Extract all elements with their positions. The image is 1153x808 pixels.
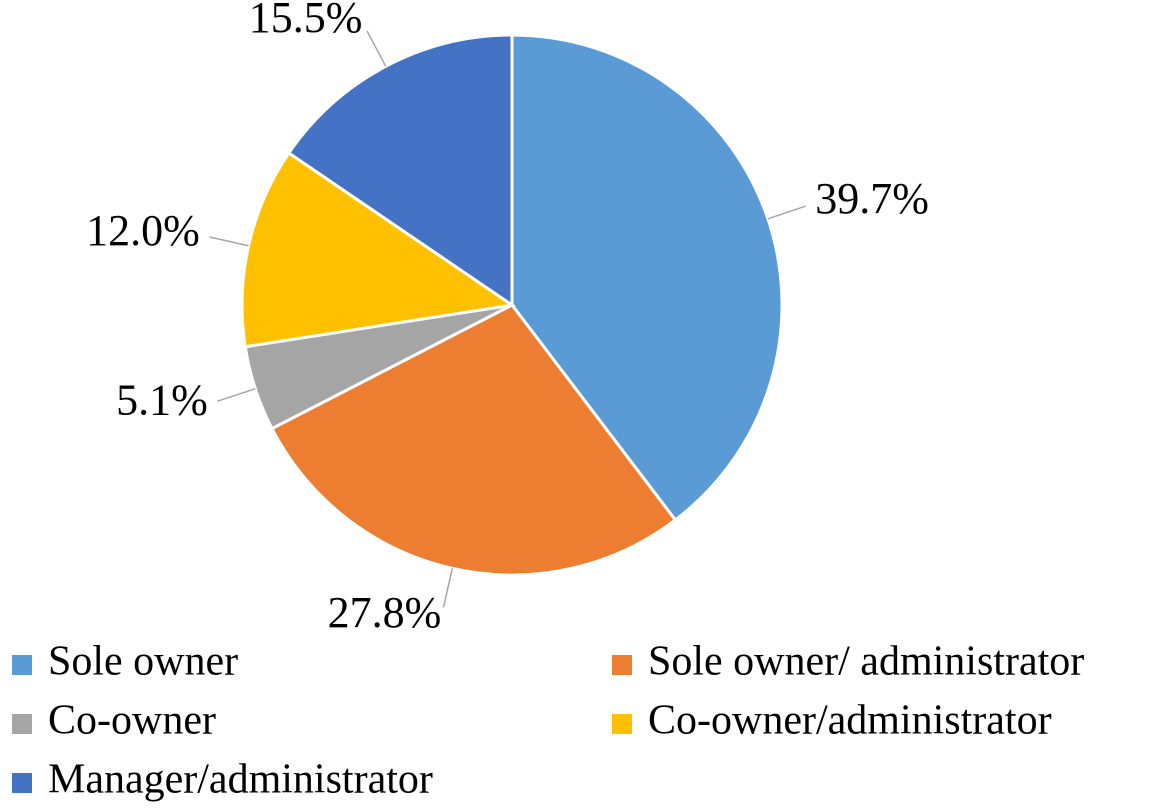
pie-slice: [240, 150, 516, 349]
legend-swatch: [12, 773, 32, 793]
legend-swatch: [12, 655, 32, 675]
legend-label: Co-owner/administrator: [648, 698, 1052, 744]
legend-label: Manager/administrator: [48, 757, 433, 803]
data-label: 5.1%: [116, 375, 208, 424]
leader-line: [442, 568, 454, 608]
legend-swatch: [612, 714, 632, 734]
data-label: 12.0%: [86, 206, 200, 255]
pie-slice: [269, 303, 678, 577]
legend-swatch: [12, 714, 32, 734]
data-label: 15.5%: [249, 0, 363, 42]
leader-line: [217, 388, 256, 402]
legend-swatch: [612, 655, 632, 675]
legend-label: Co-owner: [48, 698, 216, 744]
leader-line: [209, 236, 249, 247]
leader-line: [366, 30, 387, 67]
legend-label: Sole owner: [48, 639, 238, 685]
legend-label: Sole owner/ administrator: [648, 639, 1084, 685]
data-label: 27.8%: [328, 588, 442, 637]
pie-slice: [510, 33, 784, 523]
data-label: 39.7%: [815, 174, 929, 223]
leader-line: [767, 205, 807, 220]
